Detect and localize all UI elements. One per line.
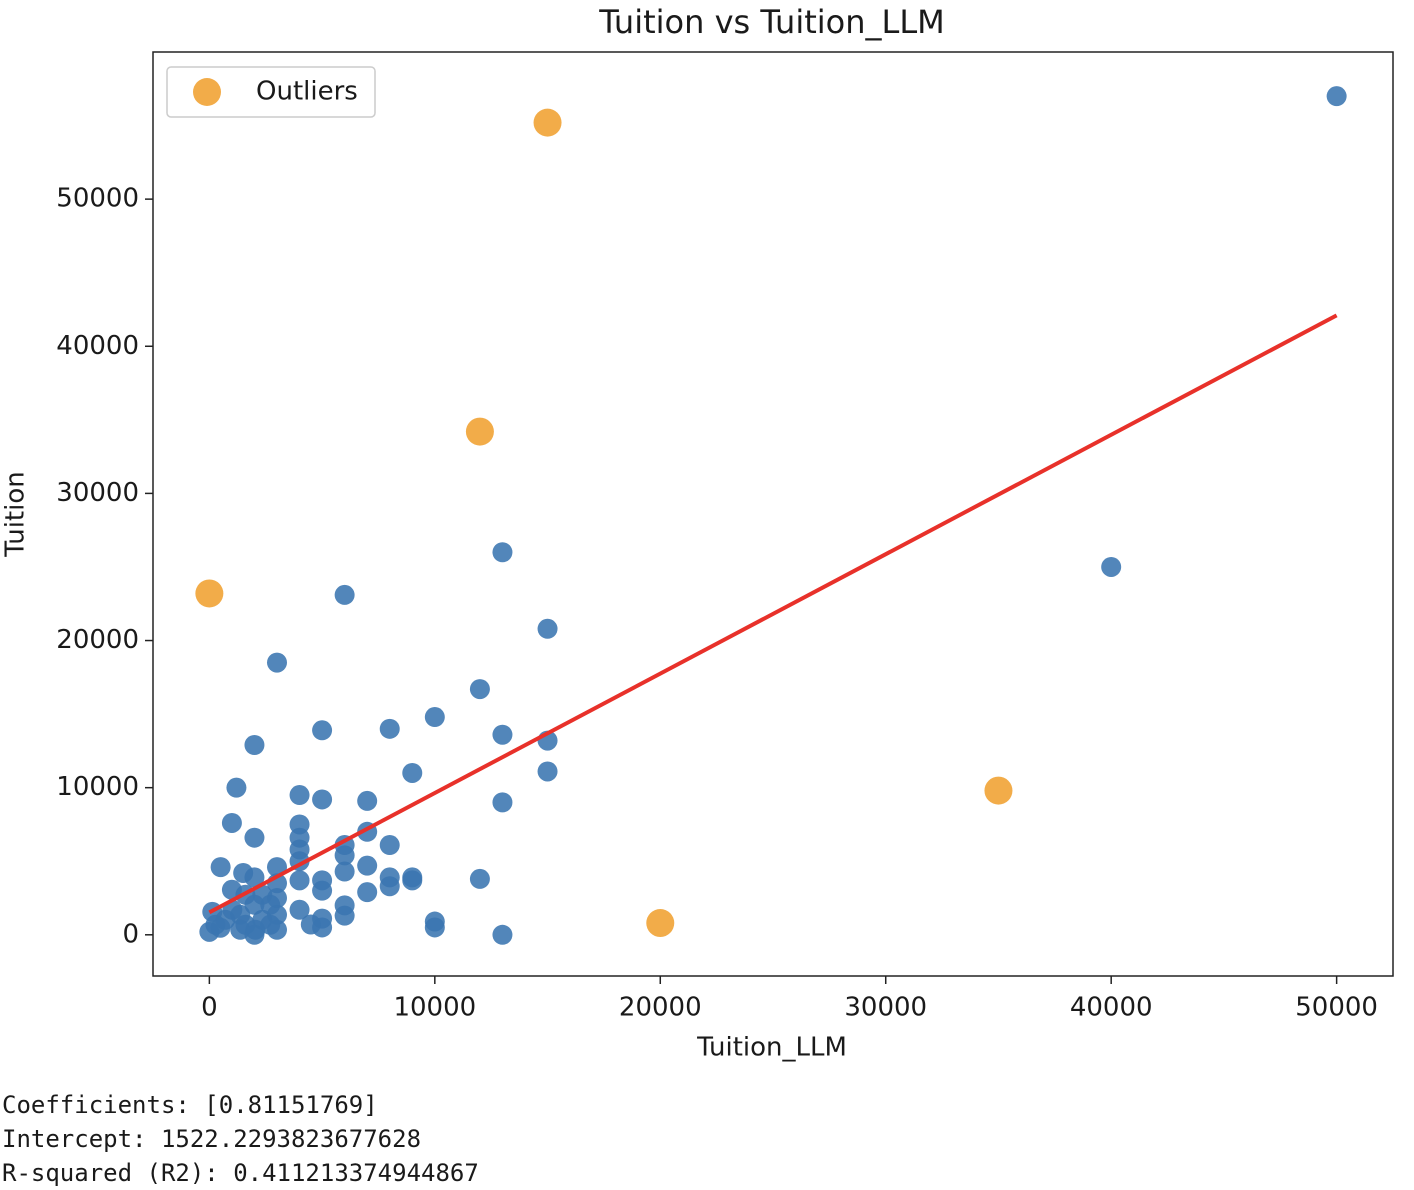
point: [424, 917, 445, 938]
point: [312, 789, 333, 810]
point: [537, 618, 558, 639]
x-axis-label: Tuition_LLM: [696, 1033, 847, 1063]
x-tick-label: 30000: [844, 993, 927, 1023]
point: [300, 914, 321, 935]
point: [465, 417, 494, 446]
point: [379, 876, 400, 897]
point: [492, 792, 513, 813]
point: [334, 845, 355, 866]
legend-box: [166, 66, 376, 118]
point: [379, 718, 400, 739]
point: [195, 579, 224, 608]
y-tick-label: 40000: [56, 331, 139, 361]
point: [221, 812, 242, 833]
point: [402, 870, 423, 891]
point: [312, 880, 333, 901]
point: [312, 720, 333, 741]
y-tick-label: 20000: [56, 625, 139, 655]
point: [244, 924, 265, 945]
chart-title: Tuition vs Tuition_LLM: [598, 3, 945, 41]
output-line: R-squared (R2): 0.411213374944867: [2, 1159, 479, 1187]
point: [984, 776, 1013, 805]
point: [244, 894, 265, 915]
output-line: Coefficients: [0.81151769]: [2, 1091, 378, 1119]
point: [646, 909, 675, 938]
legend-label: Outliers: [256, 77, 358, 107]
point: [334, 584, 355, 605]
point: [289, 899, 310, 920]
point: [289, 785, 310, 806]
y-tick-label: 10000: [56, 772, 139, 802]
point: [244, 827, 265, 848]
point: [210, 857, 231, 878]
y-tick-label: 50000: [56, 184, 139, 214]
output-line: Intercept: 1522.2293823677628: [2, 1125, 422, 1153]
point: [1101, 556, 1122, 577]
x-tick-label: 50000: [1295, 993, 1378, 1023]
point: [226, 777, 247, 798]
y-axis-label: Tuition: [1, 471, 31, 557]
point: [357, 790, 378, 811]
point: [533, 108, 562, 137]
point: [379, 835, 400, 856]
x-tick-label: 0: [201, 993, 218, 1023]
point: [402, 762, 423, 783]
point: [469, 679, 490, 700]
point: [424, 707, 445, 728]
point: [357, 882, 378, 903]
legend-marker: [193, 78, 221, 106]
point: [492, 924, 513, 945]
axes-frame: [152, 51, 1394, 977]
x-tick-label: 20000: [619, 993, 702, 1023]
point: [289, 870, 310, 891]
point: [492, 724, 513, 745]
fit-line: [208, 313, 1338, 915]
point: [267, 652, 287, 673]
x-tick-label: 10000: [393, 993, 476, 1023]
point: [267, 888, 287, 909]
point: [334, 905, 355, 926]
point: [334, 861, 355, 882]
y-tick-label: 0: [122, 919, 139, 949]
point: [260, 914, 281, 935]
point: [1326, 86, 1347, 107]
point: [537, 761, 558, 782]
point: [469, 868, 490, 889]
point: [244, 735, 265, 755]
x-tick-label: 40000: [1070, 993, 1153, 1023]
chart: Tuition vs Tuition_LLM Tuition_LLM Tuiti…: [1, 3, 1394, 1063]
point: [244, 867, 265, 888]
point: [492, 542, 513, 563]
point: [357, 855, 378, 876]
y-tick-label: 30000: [56, 478, 139, 508]
